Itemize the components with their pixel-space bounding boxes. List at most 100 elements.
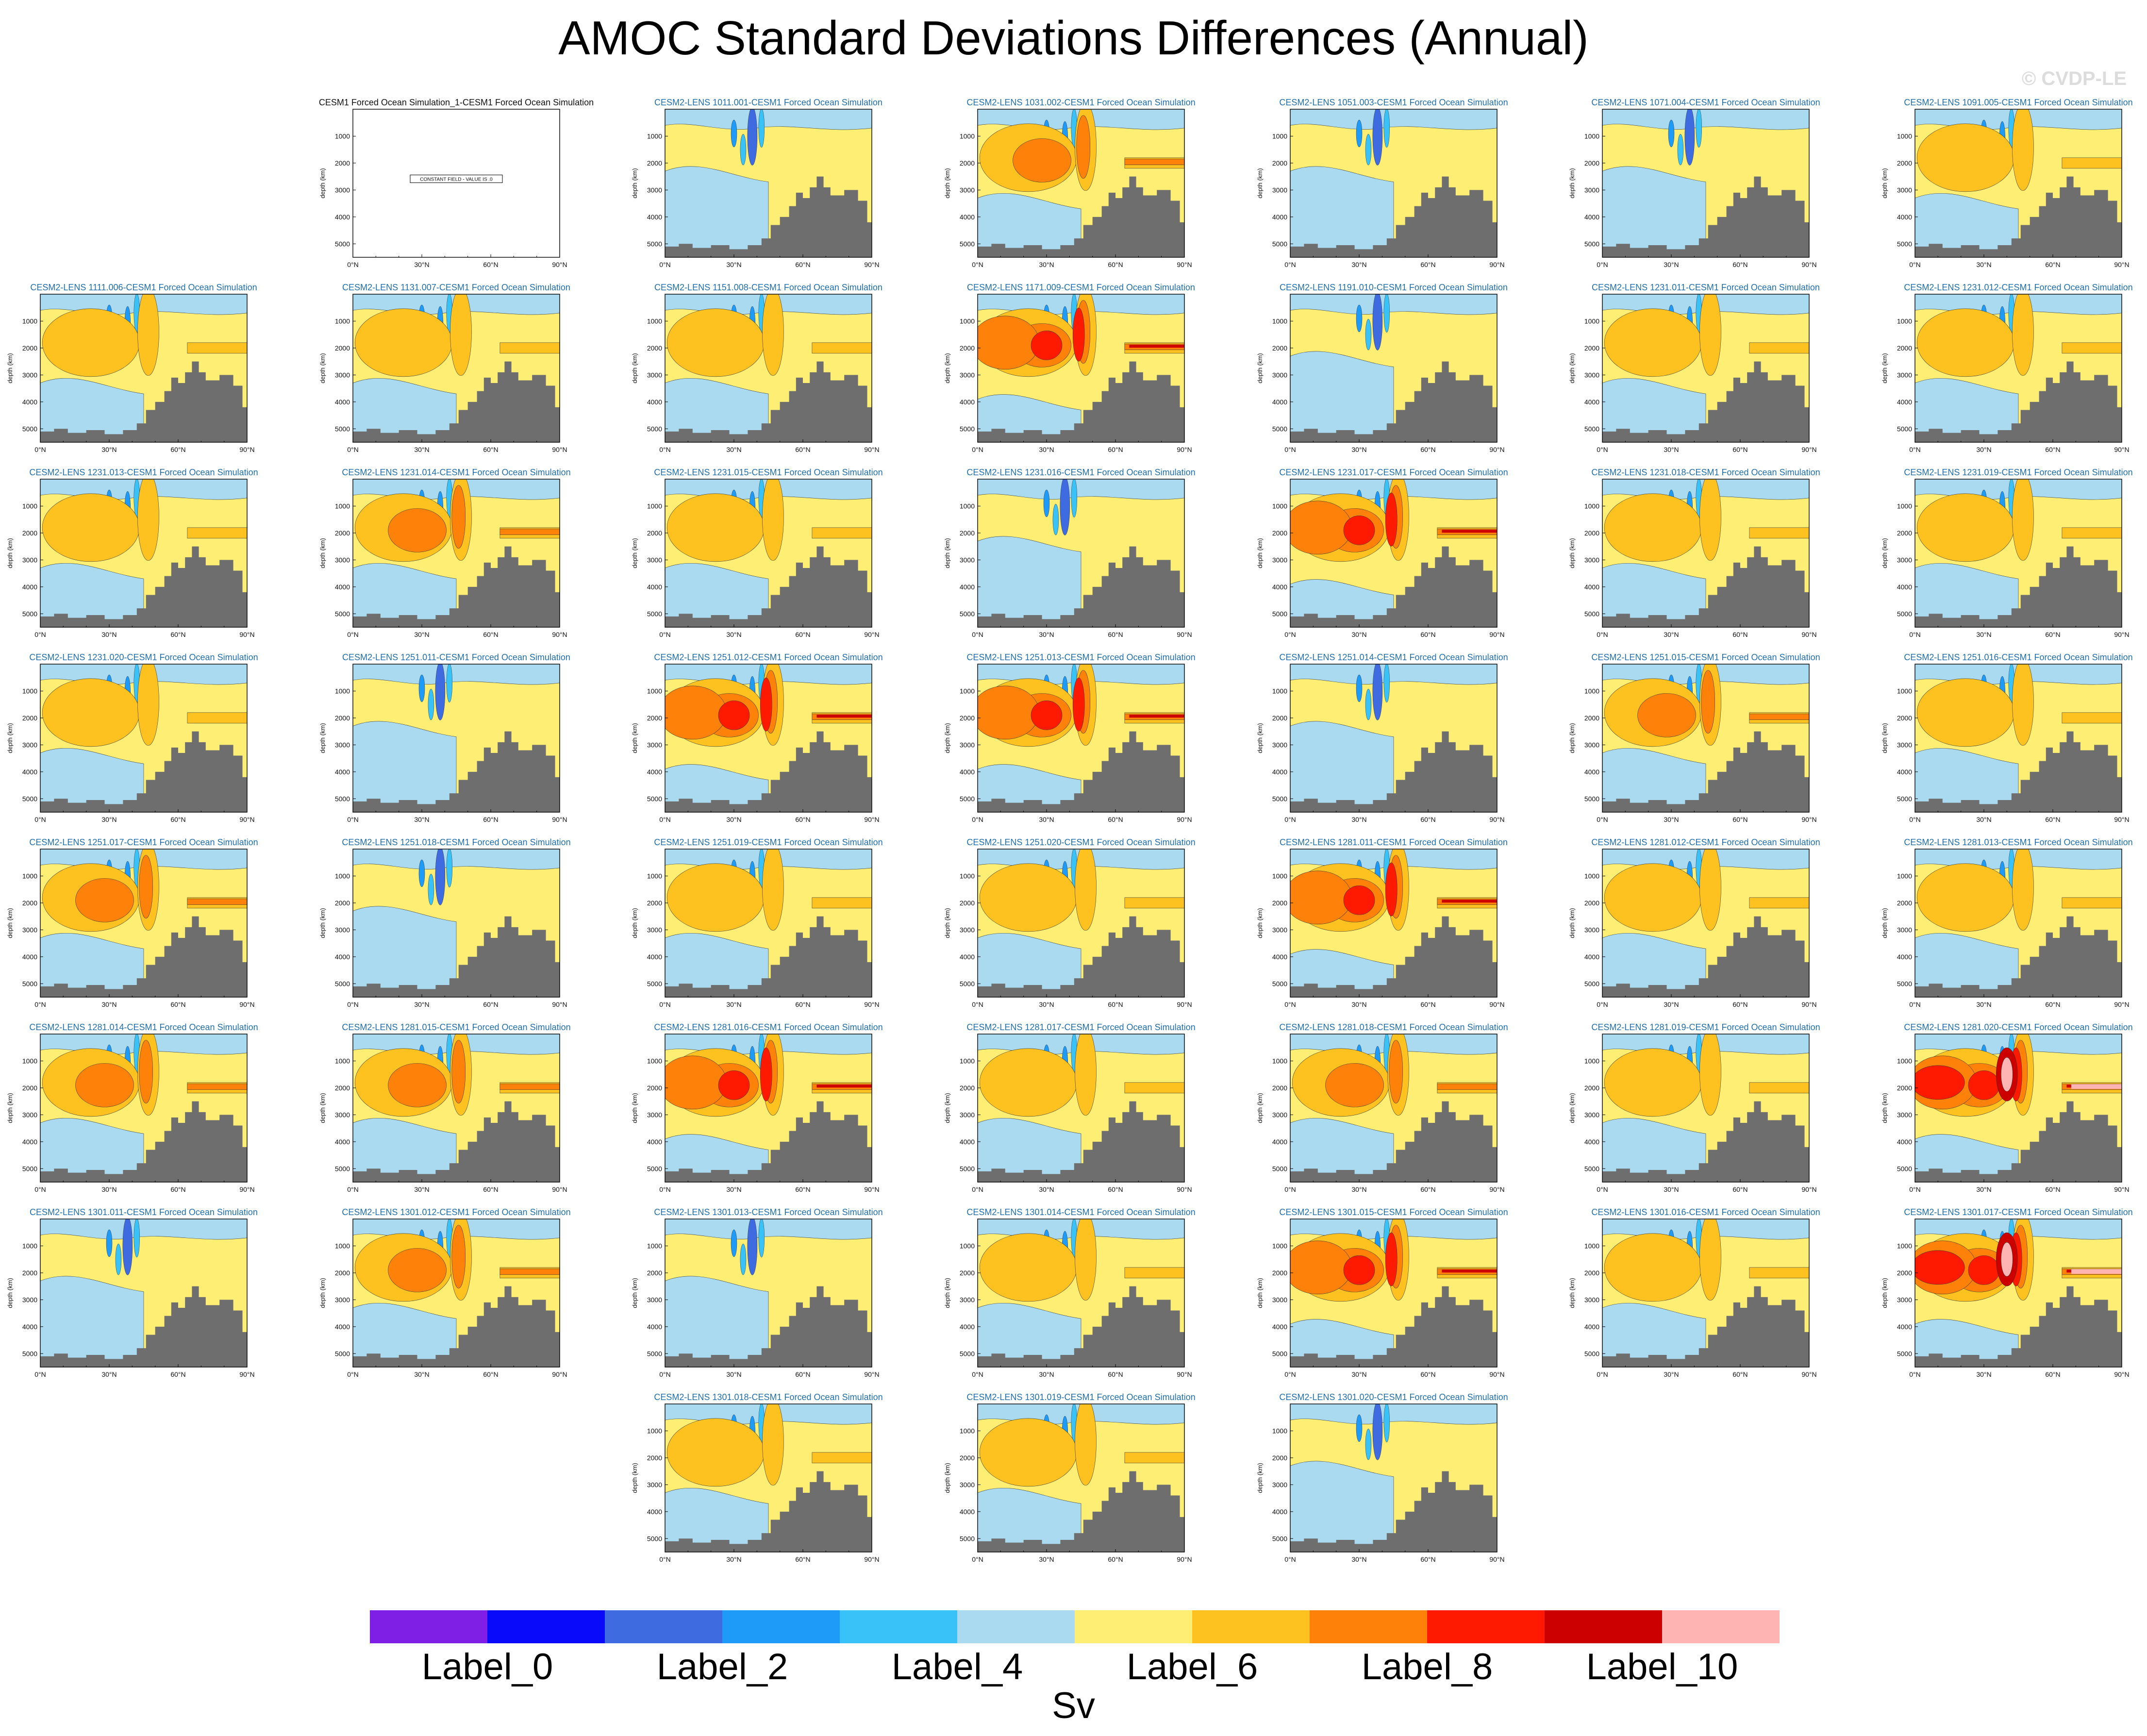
y-tick-label: 1000 [22,502,37,510]
y-tick-label: 4000 [1584,583,1599,591]
field-core [1031,701,1063,730]
y-tick-label: 3000 [1897,1296,1912,1303]
y-tick-label: 5000 [335,795,350,802]
field-core [1072,677,1085,732]
y-tick-label: 4000 [1272,768,1287,776]
x-tick-label: 30°N [1664,816,1679,823]
field-streak [1356,304,1363,333]
field-streak [1383,109,1390,148]
x-tick-label: 60°N [483,261,498,268]
x-tick-label: 90°N [864,816,879,823]
x-tick-label: 90°N [1801,1185,1816,1193]
colorbar [370,1610,1780,1643]
x-tick-label: 30°N [1351,1555,1366,1563]
field-streak [133,1219,140,1258]
x-tick-label: 60°N [1732,1370,1748,1378]
field-band [1749,527,1809,539]
y-tick-label: 5000 [1584,1165,1599,1172]
field-streak [1365,1428,1372,1460]
x-tick-label: 60°N [795,1001,810,1008]
y-tick-label: 3000 [960,371,975,379]
field-deep-negative [978,1302,1082,1367]
y-tick-label: 1000 [1272,1057,1287,1065]
y-tick-label: 4000 [335,213,350,221]
field-deep-negative [665,933,769,997]
panel-frame [665,109,872,258]
y-tick-label: 5000 [335,1165,350,1172]
field-band [1749,1082,1809,1094]
bathymetry [353,1286,560,1367]
x-tick-label: 60°N [170,1001,185,1008]
y-tick-label: 1000 [1584,132,1599,140]
y-tick-label: 2000 [1584,899,1599,907]
x-tick-label: 30°N [414,261,429,268]
bathymetry [1602,916,1809,997]
bathymetry [1602,176,1809,257]
bathymetry [978,361,1184,442]
field-core [1290,501,1352,555]
bathymetry [1915,916,2122,997]
y-tick-label: 3000 [335,186,350,194]
field-core [978,685,1040,740]
y-tick-label: 4000 [1584,768,1599,776]
panel-title: CESM2-LENS 1251.013-CESM1 Forced Ocean S… [966,652,1195,662]
field-band [187,1084,247,1090]
x-tick-label: 60°N [1420,816,1435,823]
y-tick-label: 4000 [1897,953,1912,961]
x-tick-label: 90°N [864,446,879,453]
amoc-panel: CESM2-LENS 1191.010-CESM1 Forced Ocean S… [1256,283,1508,453]
y-axis-label: depth (km) [1568,908,1576,938]
y-tick-label: 4000 [960,398,975,406]
x-tick-label: 90°N [239,1370,254,1378]
y-tick-label: 2000 [1272,1084,1287,1092]
bathymetry [353,1101,560,1182]
amoc-panel: CESM2-LENS 1231.015-CESM1 Forced Ocean S… [631,467,883,638]
x-tick-label: 90°N [864,631,879,638]
y-tick-label: 1000 [1272,132,1287,140]
field-core [1916,493,2014,562]
y-tick-label: 5000 [335,610,350,618]
field-core [1072,307,1085,362]
field-core [42,493,140,562]
field-core [760,1047,772,1102]
x-tick-label: 30°N [1039,631,1054,638]
field-streak [1677,134,1684,166]
y-tick-label: 4000 [335,953,350,961]
y-tick-label: 1000 [647,687,662,695]
y-tick-label: 5000 [335,240,350,248]
field-deep-negative [1290,1118,1394,1182]
field-core [718,1070,750,1100]
field-core [1075,1404,1097,1486]
y-tick-label: 2000 [335,159,350,167]
field-streak [1052,503,1059,535]
field-core [762,1404,784,1486]
y-tick-label: 4000 [960,1138,975,1146]
bathymetry [40,1286,247,1367]
x-tick-label: 30°N [1351,261,1366,268]
x-tick-label: 0°N [34,1001,46,1008]
y-axis-label: depth (km) [631,168,638,198]
colorbar-swatch [957,1610,1075,1643]
amoc-panel: CESM2-LENS 1281.017-CESM1 Forced Ocean S… [944,1022,1196,1193]
y-axis-label: depth (km) [1568,538,1576,568]
panel-frame [1290,1034,1498,1183]
y-axis-label: depth (km) [631,1463,638,1493]
y-tick-label: 1000 [647,317,662,325]
y-axis-label: depth (km) [1881,1278,1888,1308]
y-tick-label: 1000 [335,872,350,880]
y-tick-label: 1000 [1272,687,1287,695]
field-core [1699,1034,1721,1116]
panel-frame [40,1034,248,1183]
y-tick-label: 2000 [22,1269,37,1277]
x-tick-label: 60°N [1732,261,1748,268]
field-deep-negative [665,1276,769,1367]
amoc-panel: CESM2-LENS 1031.002-CESM1 Forced Ocean S… [944,98,1196,268]
y-tick-label: 4000 [1272,583,1287,591]
amoc-panel: CESM2-LENS 1301.012-CESM1 Forced Ocean S… [319,1207,571,1378]
amoc-panel: CESM2-LENS 1301.016-CESM1 Forced Ocean S… [1568,1207,1820,1378]
amoc-panel: CESM2-LENS 1231.012-CESM1 Forced Ocean S… [1881,283,2133,453]
x-tick-label: 90°N [239,446,254,453]
x-tick-label: 0°N [1284,1185,1296,1193]
field-streak [1365,134,1372,166]
y-tick-label: 5000 [1272,1350,1287,1357]
